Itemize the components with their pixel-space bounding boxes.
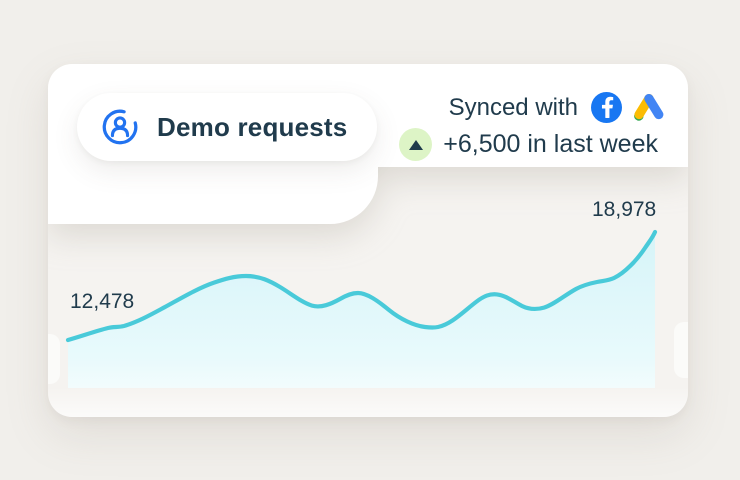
person-circle-icon — [99, 106, 141, 148]
demo-requests-pill[interactable]: Demo requests — [77, 93, 378, 161]
right-edge-decoration — [674, 322, 688, 378]
demo-requests-area-chart — [65, 229, 658, 388]
google-ads-icon[interactable] — [631, 92, 664, 123]
series-end-value: 18,978 — [592, 198, 657, 221]
growth-row: +6,500 in last week — [399, 128, 658, 161]
facebook-icon[interactable] — [591, 92, 622, 123]
arrow-up-icon — [408, 139, 423, 150]
pill-label: Demo requests — [157, 111, 348, 142]
growth-up-badge — [399, 128, 433, 161]
series-start-value: 12,478 — [70, 290, 135, 313]
demo-requests-card: 12,478 18,978 Demo requests Synced with — [48, 64, 688, 417]
synced-with-label: Synced with — [448, 93, 578, 121]
left-edge-decoration — [48, 334, 60, 384]
card-bottom-fade — [48, 387, 688, 417]
chart-line — [65, 229, 658, 343]
synced-with-row: Synced with — [449, 92, 664, 123]
chart-area-fill — [68, 232, 655, 388]
growth-label: +6,500 in last week — [443, 130, 658, 158]
